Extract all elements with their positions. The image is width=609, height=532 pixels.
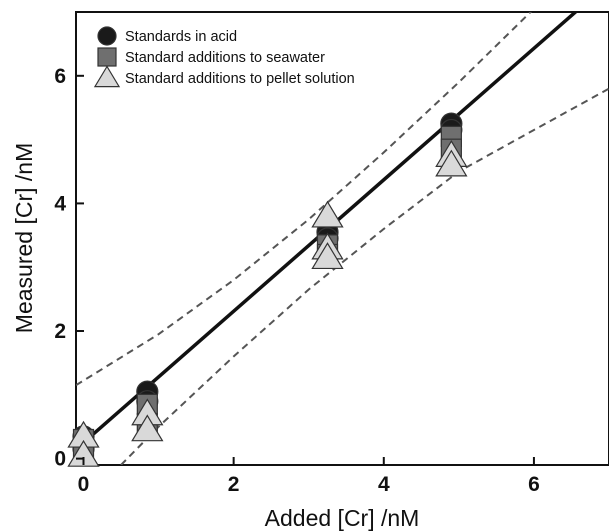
legend-square-icon (97, 47, 117, 67)
y-tick-label: 6 (54, 65, 66, 88)
confidence-bands (76, 12, 609, 465)
x-tick-label: 6 (528, 473, 540, 496)
confidence-band-lower (120, 87, 609, 465)
triangle-point (67, 439, 100, 467)
x-tick-label: 2 (228, 473, 240, 496)
legend: Standards in acid Standard additions to s… (93, 26, 355, 88)
legend-label: Standards in acid (125, 29, 237, 45)
x-axis: 0 2 4 6 (78, 457, 540, 496)
legend-label: Standard additions to seawater (125, 50, 325, 66)
x-axis-title: Added [Cr] /nM (265, 505, 420, 531)
legend-circle-icon (97, 26, 117, 46)
y-tick-label: 4 (54, 192, 66, 215)
fit-line-group (76, 12, 579, 451)
legend-label: Standard additions to pellet solution (125, 71, 355, 87)
plot-area (75, 11, 609, 466)
y-tick-label: 0 (54, 448, 66, 471)
fit-line (76, 12, 579, 451)
data-points (67, 112, 468, 467)
triangle-point (131, 414, 164, 442)
x-tick-label: 0 (78, 473, 90, 496)
x-tick-label: 4 (378, 473, 390, 496)
triangle-point (435, 149, 468, 177)
y-tick-label: 2 (54, 320, 66, 343)
y-axis: 0 2 4 6 (54, 65, 84, 471)
confidence-band-upper (76, 12, 533, 387)
triangle-point (311, 200, 344, 228)
y-axis-title: Measured [Cr] /nM (11, 143, 37, 333)
legend-triangle-icon (93, 65, 121, 88)
triangle-point (311, 242, 344, 270)
